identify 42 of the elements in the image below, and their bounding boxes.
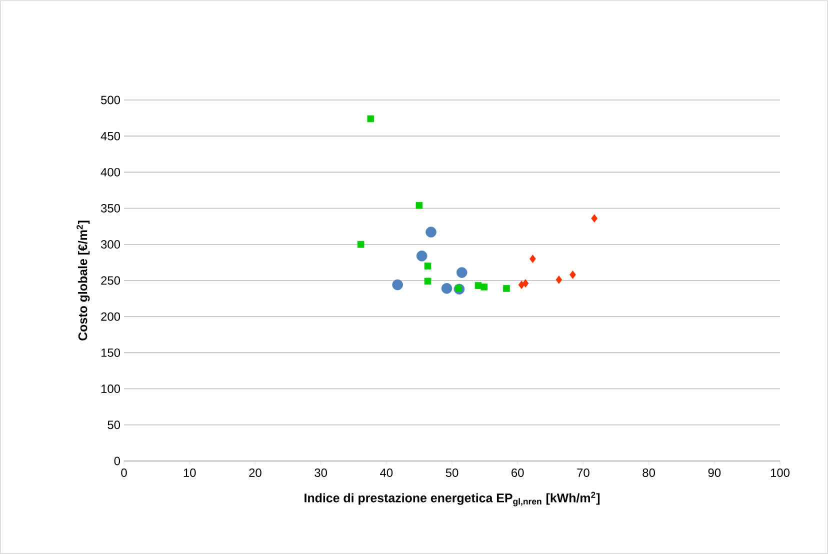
point: [424, 262, 432, 270]
y-tick-label: 100: [101, 384, 120, 394]
point: [591, 214, 598, 223]
point: [424, 278, 432, 285]
y-tick-label: 300: [100, 240, 120, 249]
y-tick-label: 500: [101, 96, 120, 104]
x-tick-label: 0: [121, 468, 127, 477]
y-tick-label: 50: [108, 420, 120, 430]
x-tick-label: 80: [642, 468, 655, 477]
point: [570, 270, 576, 279]
point: [392, 279, 403, 290]
y-tick-label: 200: [101, 312, 120, 321]
y-tick-label: 0: [114, 456, 120, 466]
x-tick-label: 10: [184, 468, 196, 477]
y-tick-label: 350: [100, 204, 120, 213]
point: [416, 250, 428, 262]
x-axis-title: Indice di prestazione energetica EP$_{gl,nren}$ [kWh/m$^{2}$]: [304, 492, 600, 506]
y-tick-label: 400: [100, 168, 120, 176]
x-tick-label: 30: [314, 468, 327, 477]
point: [529, 254, 536, 264]
x-tick-label: 40: [380, 468, 393, 477]
point: [367, 115, 374, 122]
point: [426, 226, 436, 238]
point: [416, 202, 423, 209]
y-tick-label: 450: [100, 132, 120, 140]
point: [357, 240, 364, 248]
x-tick-label: 50: [446, 468, 458, 477]
y-tick-label: 250: [101, 276, 120, 285]
point: [518, 280, 525, 290]
y-tick-label: 150: [101, 348, 120, 357]
point: [480, 284, 488, 290]
x-tick-label: 70: [577, 468, 590, 477]
point: [503, 285, 510, 292]
point: [474, 282, 482, 289]
point: [441, 283, 452, 294]
x-tick-label: 20: [249, 468, 262, 477]
y-axis-title: Costo globale [€/m$^{2}$]: [76, 220, 90, 340]
x-tick-label: 100: [770, 468, 790, 477]
point: [556, 276, 562, 284]
x-tick-label: 90: [708, 468, 721, 477]
point: [456, 267, 468, 278]
x-tick-label: 60: [512, 468, 524, 477]
